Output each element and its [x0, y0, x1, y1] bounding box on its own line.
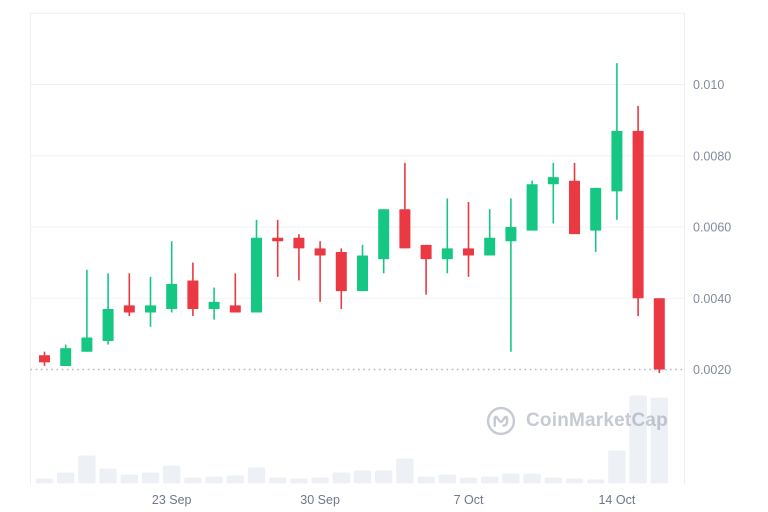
- candle-body-up: [441, 248, 453, 260]
- candle-body-down: [272, 237, 284, 242]
- candle-body-up: [526, 184, 538, 231]
- volume-bar: [565, 478, 584, 484]
- volume-bar: [375, 470, 393, 484]
- volume-bar: [311, 477, 329, 484]
- volume-bar: [163, 465, 181, 484]
- volume-bar: [544, 477, 562, 484]
- volume-bar: [459, 477, 478, 484]
- candle-body-down: [293, 237, 305, 249]
- x-axis-label: 30 Sep: [300, 493, 340, 507]
- candle-body-down: [463, 248, 474, 256]
- candle-body-up: [81, 337, 93, 352]
- candle-body-down: [632, 130, 644, 299]
- volume-bar: [247, 467, 266, 484]
- y-axis-label: 0.0080: [693, 149, 731, 163]
- candle-body-up: [611, 130, 623, 192]
- volume-bar: [629, 395, 647, 484]
- y-axis-label: 0.010: [693, 78, 724, 92]
- candle-body-up: [505, 227, 517, 242]
- volume-bar: [141, 472, 160, 484]
- candle-body-up: [547, 177, 559, 185]
- candle-body-down: [569, 180, 580, 235]
- volume-bar: [523, 473, 541, 484]
- y-axis-label: 0.0060: [693, 221, 731, 235]
- candle-body-up: [60, 348, 72, 366]
- candle-body-up: [166, 284, 178, 309]
- candle-body-up: [145, 305, 156, 313]
- candle-body-down: [39, 355, 50, 363]
- x-axis-label: 7 Oct: [454, 493, 484, 507]
- y-axis-label: 0.0020: [693, 363, 731, 377]
- volume-bar: [120, 474, 138, 484]
- volume-bar: [396, 458, 414, 484]
- candle-body-down: [123, 305, 135, 313]
- volume-bar: [650, 397, 668, 484]
- y-axis-label: 0.0040: [693, 292, 731, 306]
- candle-body-down: [229, 305, 241, 313]
- volume-bar: [502, 473, 520, 484]
- candle-body-down: [335, 251, 347, 292]
- volume-bar: [332, 472, 350, 484]
- candle-body-up: [484, 237, 496, 256]
- candle-body-up: [208, 301, 220, 309]
- volume-bar: [205, 476, 223, 484]
- volume-bar: [269, 477, 287, 484]
- volume-bar: [417, 476, 435, 484]
- candle-body-up: [378, 209, 390, 260]
- volume-bar: [290, 478, 308, 484]
- candle-body-down: [420, 244, 432, 260]
- candle-body-down: [399, 209, 411, 249]
- volume-bar: [353, 470, 372, 484]
- volume-bar: [35, 478, 54, 484]
- x-axis-label: 14 Oct: [598, 493, 635, 507]
- volume-bar: [481, 476, 499, 484]
- candle-body-up: [102, 308, 114, 341]
- volume-bar: [608, 450, 626, 484]
- candle-body-up: [357, 255, 368, 292]
- volume-bar: [78, 455, 96, 484]
- candle-body-up: [251, 237, 262, 313]
- candle-body-up: [590, 187, 602, 231]
- x-axis-label: 23 Sep: [152, 493, 192, 507]
- volume-bar: [184, 477, 202, 484]
- volume-bar: [438, 474, 456, 484]
- volume-bar: [226, 475, 244, 484]
- candle-body-down: [314, 248, 326, 256]
- candle-body-down: [187, 280, 199, 309]
- volume-bar: [57, 472, 75, 484]
- candle-body-down: [653, 298, 665, 370]
- volume-bar: [587, 479, 605, 484]
- volume-bar: [99, 468, 117, 484]
